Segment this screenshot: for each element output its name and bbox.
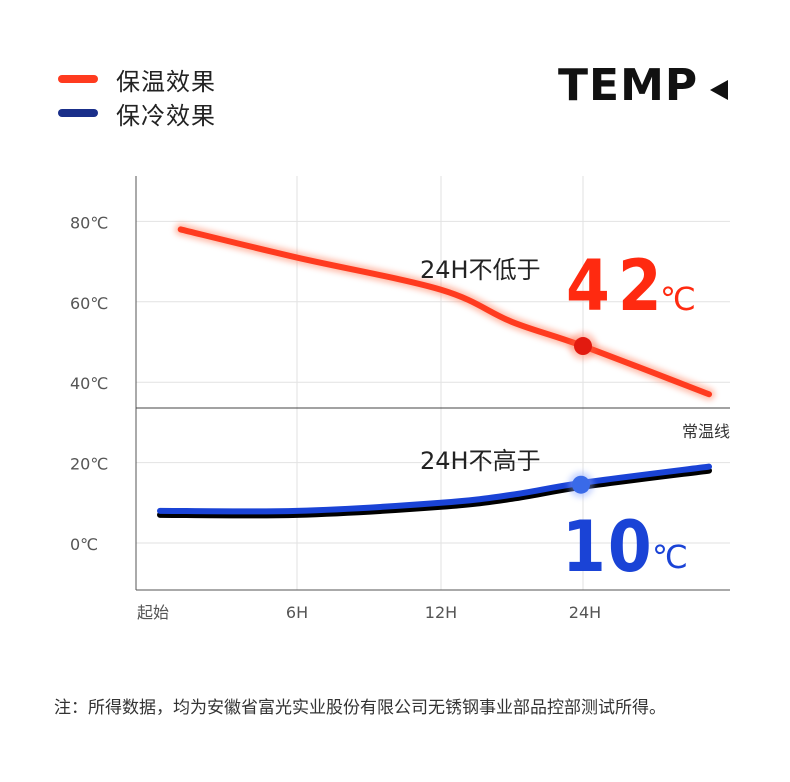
reference-line-label: 常温线: [682, 422, 730, 441]
series-line-warm: [177, 226, 712, 398]
cold-annotation-value: 10: [562, 506, 654, 588]
y-tick-label: 80℃: [70, 213, 108, 232]
left-arrow-icon: [710, 80, 728, 100]
legend-swatch-warm: [58, 75, 98, 83]
warm-marker-point: [574, 337, 592, 356]
x-tick-label: 12H: [425, 603, 457, 622]
warm-annotation-label: 24H不低于: [420, 256, 541, 284]
legend-item-cold: 保冷效果: [58, 96, 216, 130]
x-tick-label: 24H: [569, 603, 601, 622]
y-tick-label: 0℃: [70, 535, 98, 554]
cold-annotation-unit: ℃: [652, 538, 688, 576]
cold-annotation-label: 24H不高于: [420, 447, 541, 475]
legend-swatch-cold: [58, 109, 98, 117]
y-tick-label: 40℃: [70, 374, 108, 393]
footnote: 注：所得数据，均为安徽省富光实业股份有限公司无锈钢事业部品控部测试所得。: [54, 698, 666, 718]
x-tick-label: 起始: [137, 603, 169, 622]
warm-annotation-unit: ℃: [660, 280, 696, 318]
legend-label-warm: 保温效果: [116, 67, 216, 96]
legend-label-cold: 保冷效果: [116, 101, 216, 130]
y-tick-label: 20℃: [70, 455, 108, 474]
temp-heading: TEMP: [558, 60, 699, 111]
y-tick-label: 60℃: [70, 294, 108, 313]
series-line-cold: [157, 463, 712, 515]
legend-item-warm: 保温效果: [58, 62, 216, 96]
warm-annotation-value: 42: [566, 245, 670, 327]
series-shadow-cold: [157, 467, 712, 519]
chart-legend: 保温效果 保冷效果: [58, 62, 216, 130]
x-tick-label: 6H: [286, 603, 308, 622]
cold-marker-point: [572, 475, 590, 494]
